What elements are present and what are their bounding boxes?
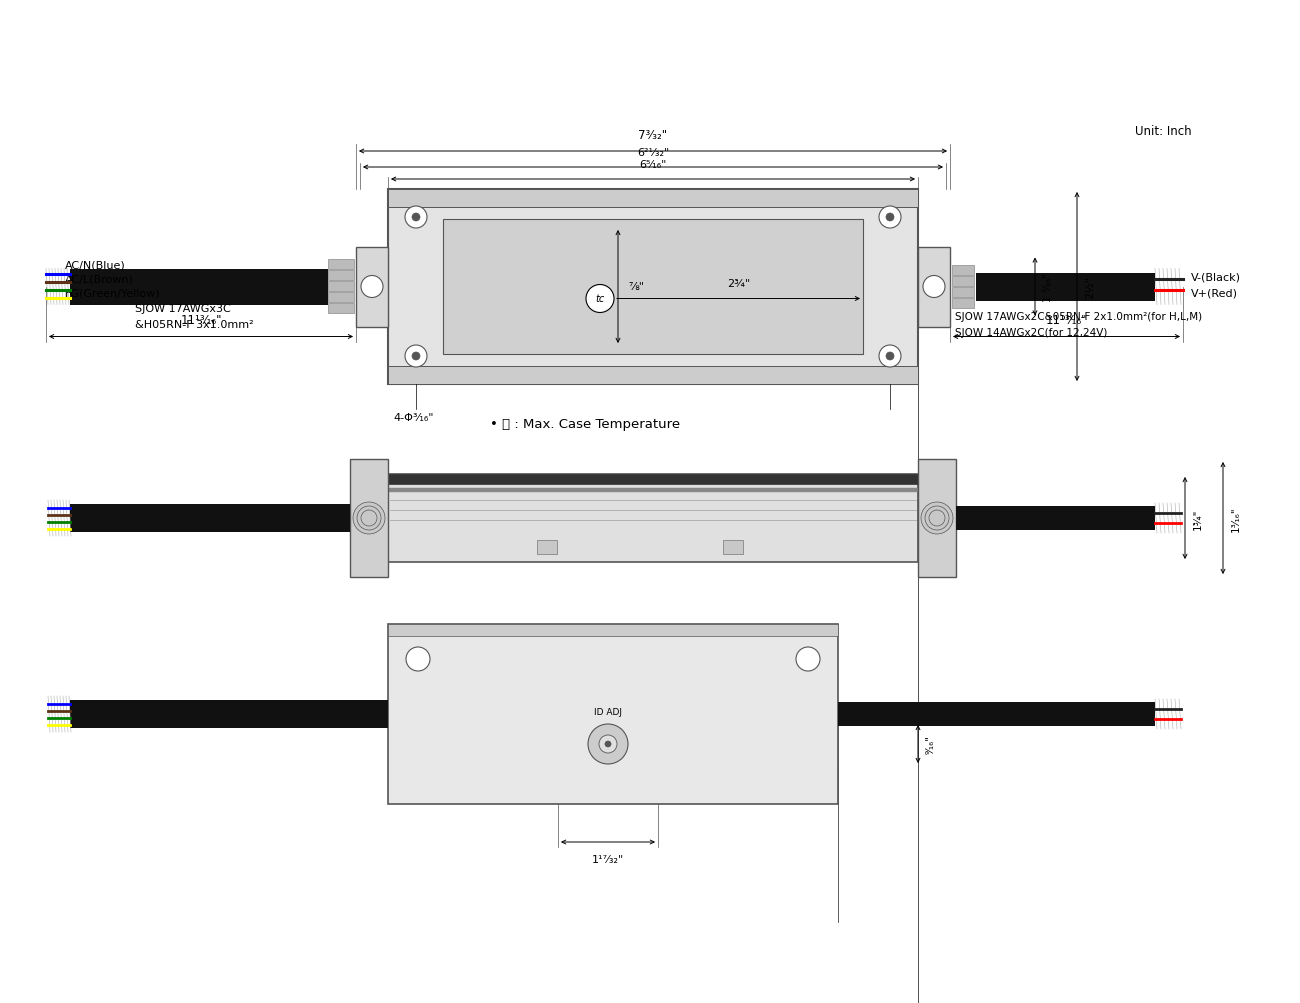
Circle shape: [604, 741, 611, 747]
Circle shape: [879, 207, 901, 229]
Text: 7³⁄₃₂": 7³⁄₃₂": [638, 128, 668, 141]
Text: 2¾": 2¾": [727, 279, 750, 289]
Circle shape: [361, 276, 384, 298]
Bar: [350, 459, 387, 578]
Circle shape: [361, 511, 377, 527]
Circle shape: [796, 647, 820, 671]
Text: 6⁵⁄₁₆": 6⁵⁄₁₆": [640, 159, 667, 170]
Bar: [387, 625, 838, 804]
Circle shape: [923, 276, 945, 298]
Text: ⁹⁄₁₆": ⁹⁄₁₆": [926, 735, 936, 753]
Bar: [387, 625, 838, 636]
Bar: [70, 700, 387, 728]
Bar: [328, 270, 354, 280]
Text: 1³⁄₁₆": 1³⁄₁₆": [1231, 506, 1242, 532]
Circle shape: [412, 353, 420, 361]
Circle shape: [406, 346, 426, 368]
Text: ID ADJ: ID ADJ: [594, 707, 621, 716]
Bar: [328, 259, 354, 269]
Bar: [328, 303, 354, 313]
Bar: [387, 367, 918, 384]
Bar: [537, 541, 556, 555]
Text: • Ⓣ : Max. Case Temperature: • Ⓣ : Max. Case Temperature: [490, 417, 680, 430]
Text: AC/L(Brown): AC/L(Brown): [65, 274, 134, 284]
Bar: [952, 287, 974, 297]
Circle shape: [599, 735, 618, 753]
Text: 6²¹⁄₃₂": 6²¹⁄₃₂": [637, 147, 670, 157]
Circle shape: [406, 647, 430, 671]
Text: V+(Red): V+(Red): [1191, 288, 1238, 298]
Bar: [952, 298, 974, 308]
Circle shape: [920, 503, 953, 535]
Circle shape: [588, 724, 628, 764]
Text: 11¹³⁄₁₆": 11¹³⁄₁₆": [1045, 314, 1087, 327]
Text: SJOW 17AWGx2C&05RN-F 2x1.0mm²(for H,L,M): SJOW 17AWGx2C&05RN-F 2x1.0mm²(for H,L,M): [956, 312, 1202, 322]
Circle shape: [879, 346, 901, 368]
Circle shape: [887, 353, 894, 361]
Circle shape: [887, 214, 894, 222]
Text: ⅞": ⅞": [628, 282, 644, 292]
Text: 1 ³⁄₁₆": 1 ³⁄₁₆": [1043, 273, 1053, 302]
Bar: [387, 474, 918, 484]
Text: FG(Green/Yellow): FG(Green/Yellow): [65, 288, 161, 298]
Text: tc: tc: [595, 294, 604, 304]
Text: Unit: Inch: Unit: Inch: [1135, 125, 1192, 137]
Bar: [387, 488, 918, 492]
Circle shape: [354, 503, 385, 535]
Circle shape: [930, 511, 945, 527]
Bar: [70, 269, 328, 305]
Bar: [956, 507, 1154, 531]
Text: 11¹³⁄₁₆": 11¹³⁄₁₆": [181, 314, 222, 327]
Bar: [356, 248, 387, 327]
Text: AC/N(Blue): AC/N(Blue): [65, 260, 126, 270]
Bar: [952, 265, 974, 275]
Text: V-(Black): V-(Black): [1191, 272, 1241, 282]
Bar: [976, 273, 1154, 301]
Text: 2½": 2½": [1086, 276, 1095, 299]
Bar: [723, 541, 742, 555]
Bar: [70, 505, 350, 533]
Bar: [387, 190, 918, 384]
Bar: [838, 702, 1154, 726]
Bar: [328, 292, 354, 302]
Text: SJOW 14AWGx2C(for 12,24V): SJOW 14AWGx2C(for 12,24V): [956, 328, 1108, 338]
Text: 1¹⁷⁄₃₂": 1¹⁷⁄₃₂": [592, 855, 624, 865]
Bar: [328, 281, 354, 291]
Text: 4-Φ³⁄₁₆": 4-Φ³⁄₁₆": [393, 412, 433, 422]
Text: SJOW 17AWGx3C: SJOW 17AWGx3C: [135, 304, 231, 314]
Circle shape: [406, 207, 426, 229]
Circle shape: [358, 507, 381, 531]
Text: 1¾": 1¾": [1193, 508, 1202, 530]
Circle shape: [586, 285, 614, 313]
Bar: [387, 474, 918, 563]
Bar: [952, 276, 974, 286]
Text: &H05RN-F 3x1.0mm²: &H05RN-F 3x1.0mm²: [135, 320, 254, 330]
Circle shape: [926, 507, 949, 531]
Bar: [443, 220, 863, 355]
Circle shape: [412, 214, 420, 222]
Bar: [918, 459, 956, 578]
Bar: [387, 190, 918, 208]
Bar: [918, 248, 950, 327]
